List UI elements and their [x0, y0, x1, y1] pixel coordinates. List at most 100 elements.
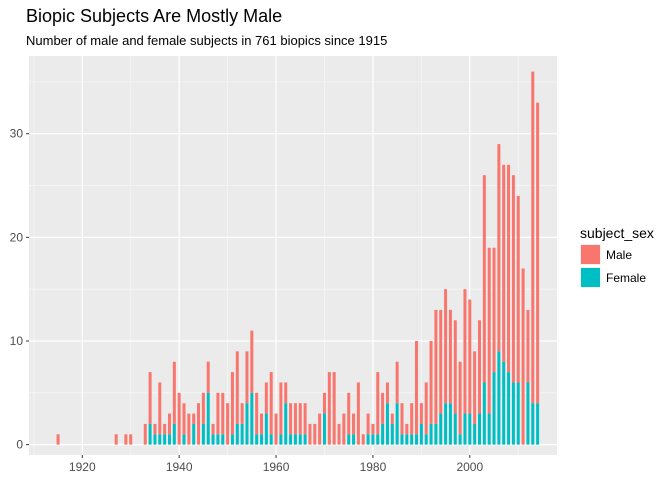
bar-female	[250, 392, 254, 445]
bar-female	[264, 413, 268, 445]
bar-male	[322, 392, 326, 414]
x-tick-label: 1960	[263, 460, 290, 474]
bar-male	[245, 351, 249, 404]
bar-female	[381, 423, 385, 445]
bar-female	[429, 423, 433, 445]
bar-male	[536, 102, 540, 404]
bar-female	[400, 434, 404, 445]
bar-female	[497, 351, 501, 445]
bar-male	[197, 403, 201, 445]
bar-female	[371, 434, 375, 445]
bar-male	[172, 361, 176, 424]
bar-male	[260, 413, 264, 435]
bar-male	[429, 341, 433, 424]
bar-female	[444, 403, 448, 445]
bar-female	[390, 423, 394, 445]
bar-female	[463, 413, 467, 445]
bar-female	[293, 434, 297, 445]
bar-male	[167, 413, 171, 435]
bar-female	[352, 434, 356, 445]
bar-female	[192, 423, 196, 445]
bar-male	[352, 413, 356, 435]
bar-male	[177, 392, 181, 445]
bar-female	[221, 434, 225, 445]
bar-male	[284, 382, 288, 404]
plot-panel	[29, 56, 557, 455]
bar-male	[531, 71, 535, 404]
bar-male	[293, 403, 297, 435]
bar-female	[507, 372, 511, 445]
bar-male	[468, 299, 472, 414]
bar-male	[240, 403, 244, 424]
bar-male	[206, 361, 210, 393]
bar-male	[163, 423, 167, 435]
bar-female	[468, 413, 472, 445]
bar-male	[255, 392, 259, 435]
bar-male	[250, 330, 254, 393]
bar-female	[477, 413, 481, 445]
bar-male	[129, 434, 133, 445]
bar-male	[410, 403, 414, 435]
chart-title: Biopic Subjects Are Mostly Male	[26, 6, 283, 26]
bar-male	[487, 247, 491, 414]
bar-male	[56, 434, 60, 445]
bar-male	[521, 268, 525, 445]
bar-male	[400, 403, 404, 435]
bar-male	[434, 309, 438, 424]
bar-female	[458, 434, 462, 445]
bar-male	[221, 392, 225, 435]
bar-female	[516, 382, 520, 445]
bar-male	[419, 403, 423, 424]
bar-male	[516, 195, 520, 383]
x-tick-label: 1980	[360, 460, 387, 474]
bar-male	[405, 423, 409, 435]
bar-female	[167, 434, 171, 445]
bar-female	[366, 434, 370, 445]
bar-female	[245, 403, 249, 445]
bar-female	[279, 434, 283, 445]
bar-female	[216, 434, 220, 445]
x-tick-label: 1940	[166, 460, 193, 474]
bar-male	[381, 392, 385, 424]
bar-male	[361, 434, 365, 445]
bar-male	[453, 320, 457, 414]
legend-swatch-female	[581, 268, 600, 287]
bar-female	[405, 434, 409, 445]
bar-female	[298, 434, 302, 445]
bar-female	[492, 372, 496, 445]
bar-female	[303, 434, 307, 445]
bar-male	[211, 423, 215, 435]
bar-male	[143, 423, 147, 445]
bar-male	[226, 403, 230, 445]
bar-female	[269, 434, 273, 445]
bar-male	[279, 382, 283, 435]
bar-female	[536, 403, 540, 445]
bar-female	[385, 403, 389, 445]
bar-female	[148, 423, 152, 445]
bar-female	[531, 403, 535, 445]
bar-male	[356, 382, 360, 445]
legend-label-female: Female	[606, 271, 646, 285]
legend-swatch-male	[581, 245, 600, 264]
bar-female	[153, 434, 157, 445]
bar-male	[187, 413, 191, 445]
bar-male	[371, 423, 375, 435]
bar-male	[385, 382, 389, 404]
bar-male	[458, 361, 462, 435]
bar-female	[473, 423, 477, 445]
bar-female	[172, 423, 176, 445]
chart-subtitle: Number of male and female subjects in 76…	[26, 33, 388, 48]
bar-female	[439, 413, 443, 445]
bar-male	[347, 392, 351, 435]
bar-female	[424, 434, 428, 445]
bar-female	[482, 382, 486, 445]
bar-male	[424, 382, 428, 435]
bar-male	[497, 144, 501, 352]
bar-male	[477, 320, 481, 414]
bar-female	[201, 423, 205, 445]
bar-male	[124, 434, 128, 445]
bar-female	[211, 434, 215, 445]
bar-male	[269, 372, 273, 435]
bar-female	[395, 403, 399, 445]
